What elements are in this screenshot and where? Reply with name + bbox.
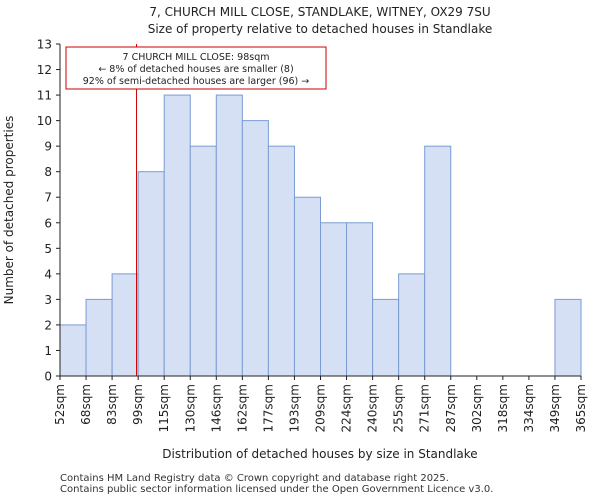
footer-line-1: Contains HM Land Registry data © Crown c… — [60, 473, 449, 484]
bar-68sqm — [85, 298, 113, 377]
x-tick-label-287sqm: 287sqm — [444, 384, 458, 432]
bar-271sqm — [424, 145, 452, 377]
bar-146sqm — [215, 94, 243, 377]
bar-177sqm — [267, 145, 295, 377]
x-tick-label-68sqm: 68sqm — [79, 384, 93, 425]
x-tick-label-83sqm: 83sqm — [105, 384, 119, 425]
x-tick-label-302sqm: 302sqm — [470, 384, 484, 432]
bar-130sqm — [189, 145, 217, 377]
x-tick-label-115sqm: 115sqm — [157, 384, 171, 432]
y-tick-label: 0 — [44, 370, 52, 384]
x-tick-label-334sqm: 334sqm — [522, 384, 536, 432]
bar-349sqm — [554, 298, 582, 377]
y-tick-label: 1 — [44, 344, 52, 358]
y-tick-label: 9 — [44, 140, 52, 154]
annotation-line-1: 7 CHURCH MILL CLOSE: 98sqm — [123, 52, 270, 63]
bar-99sqm — [137, 171, 165, 377]
x-axis: 52sqm 68sqm 83sqm 99sqm 115sqm 130sqm 146sqm 16… — [53, 375, 588, 432]
y-tick-label: 6 — [44, 216, 52, 230]
y-tick-label: 7 — [44, 191, 52, 205]
x-tick-label-193sqm: 193sqm — [287, 384, 301, 432]
y-tick-label: 12 — [37, 63, 52, 77]
bar-83sqm — [111, 273, 139, 377]
x-tick-label-130sqm: 130sqm — [183, 384, 197, 432]
bar-209sqm — [320, 222, 348, 377]
y-tick-label: 4 — [44, 267, 52, 281]
y-tick-label: 5 — [44, 242, 52, 256]
x-tick-label-177sqm: 177sqm — [261, 384, 275, 432]
bar-240sqm — [372, 298, 400, 377]
x-tick-label-318sqm: 318sqm — [496, 384, 510, 432]
x-tick-label-271sqm: 271sqm — [418, 384, 432, 432]
y-tick-label: 2 — [44, 318, 52, 332]
y-tick-label: 11 — [37, 89, 52, 103]
x-axis-label: Distribution of detached houses by size … — [162, 447, 477, 461]
x-tick-label-255sqm: 255sqm — [392, 384, 406, 432]
annotation-box: 7 CHURCH MILL CLOSE: 98sqm ← 8% of detac… — [65, 46, 327, 90]
y-axis-label: Number of detached properties — [2, 116, 16, 305]
bar-255sqm — [398, 273, 426, 377]
x-tick-label-162sqm: 162sqm — [235, 384, 249, 432]
footer-line-2: Contains public sector information licen… — [60, 484, 494, 495]
y-tick-label: 3 — [44, 293, 52, 307]
x-tick-label-209sqm: 209sqm — [314, 384, 328, 432]
x-tick-label-146sqm: 146sqm — [209, 384, 223, 432]
x-tick-label-365sqm: 365sqm — [574, 384, 588, 432]
x-tick-label-99sqm: 99sqm — [131, 384, 145, 425]
annotation-line-3: 92% of semi-detached houses are larger (… — [83, 76, 310, 87]
y-tick-label: 8 — [44, 165, 52, 179]
bar-115sqm — [163, 94, 191, 377]
y-tick-label: 10 — [37, 114, 52, 128]
chart-title: 7, CHURCH MILL CLOSE, STANDLAKE, WITNEY,… — [149, 5, 490, 19]
x-tick-label-349sqm: 349sqm — [548, 384, 562, 432]
x-tick-label-240sqm: 240sqm — [366, 384, 380, 432]
x-tick-label-224sqm: 224sqm — [340, 384, 354, 432]
bars-group — [59, 94, 582, 377]
chart-subtitle: Size of property relative to detached ho… — [148, 22, 493, 36]
bar-162sqm — [241, 120, 269, 377]
bar-193sqm — [293, 196, 322, 377]
x-tick-label-52sqm: 52sqm — [53, 384, 67, 425]
y-tick-label: 13 — [37, 38, 52, 52]
bar-52sqm — [59, 324, 87, 377]
annotation-line-2: ← 8% of detached houses are smaller (8) — [98, 64, 293, 75]
bar-224sqm — [346, 222, 374, 377]
